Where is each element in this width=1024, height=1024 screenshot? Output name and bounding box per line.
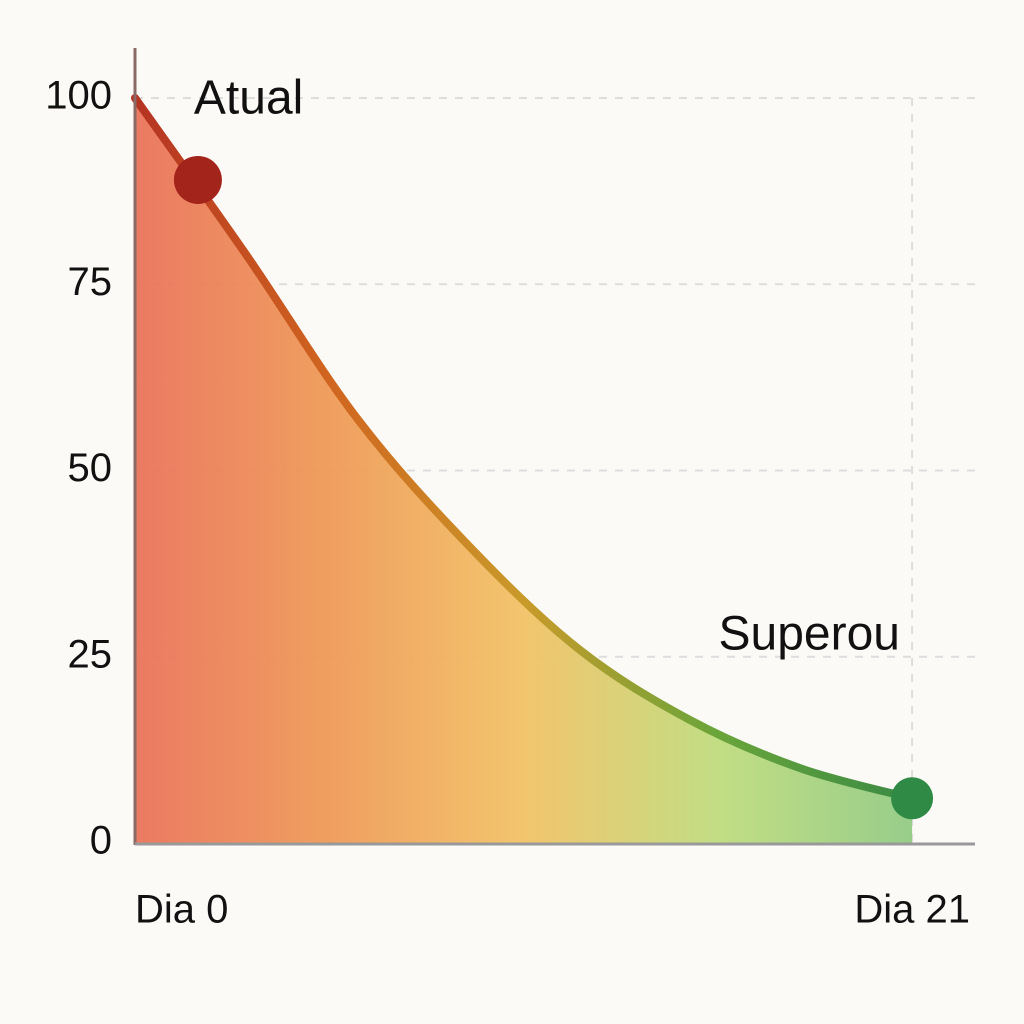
- y-tick-label: 25: [68, 632, 113, 676]
- annotation: Superou: [719, 608, 900, 661]
- y-tick-label: 100: [45, 74, 112, 118]
- point-marker: [173, 155, 222, 204]
- x-tick-label: Dia 21: [854, 888, 970, 932]
- point-marker: [891, 777, 934, 820]
- y-tick-label: 50: [68, 446, 113, 490]
- x-tick-label: Dia 0: [135, 888, 228, 932]
- y-tick-label: 75: [68, 260, 113, 304]
- area-fill: [135, 98, 913, 843]
- annotation: Atual: [194, 72, 303, 125]
- y-tick-label: 0: [90, 819, 112, 863]
- line: [131, 94, 917, 803]
